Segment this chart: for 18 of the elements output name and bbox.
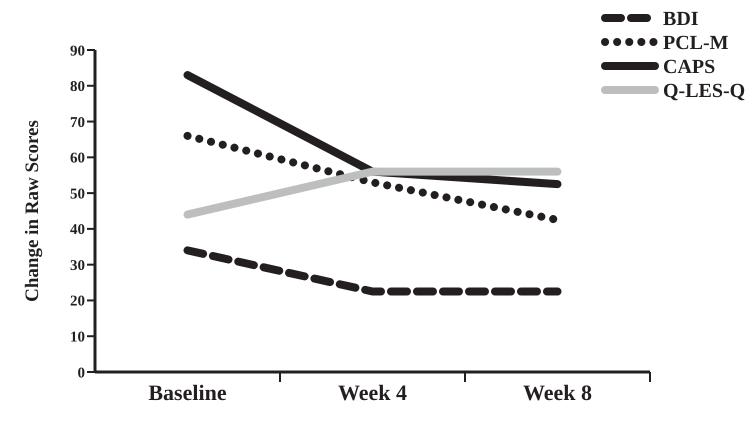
x-tick-label: Week 4: [338, 380, 408, 405]
y-tick-label: 0: [78, 365, 85, 382]
x-tick-label: Week 8: [522, 380, 592, 405]
y-tick-label: 80: [70, 79, 85, 96]
x-tick-label: Baseline: [148, 380, 227, 405]
legend-label: BDI: [663, 8, 699, 30]
y-tick-label: 10: [70, 329, 85, 346]
y-tick-label: 40: [70, 222, 85, 238]
y-tick-label: 60: [70, 150, 85, 167]
y-tick-label: 90: [70, 43, 85, 60]
y-tick-label: 50: [70, 186, 85, 202]
y-tick-label: 20: [70, 294, 85, 310]
y-tick-label: 30: [70, 258, 85, 274]
legend-label: Q-LES-Q: [663, 80, 746, 102]
legend-label: CAPS: [663, 56, 716, 78]
y-axis-title: Change in Raw Scores: [22, 120, 43, 302]
y-tick-label: 70: [70, 114, 85, 131]
legend-label: PCL-M: [663, 32, 729, 54]
